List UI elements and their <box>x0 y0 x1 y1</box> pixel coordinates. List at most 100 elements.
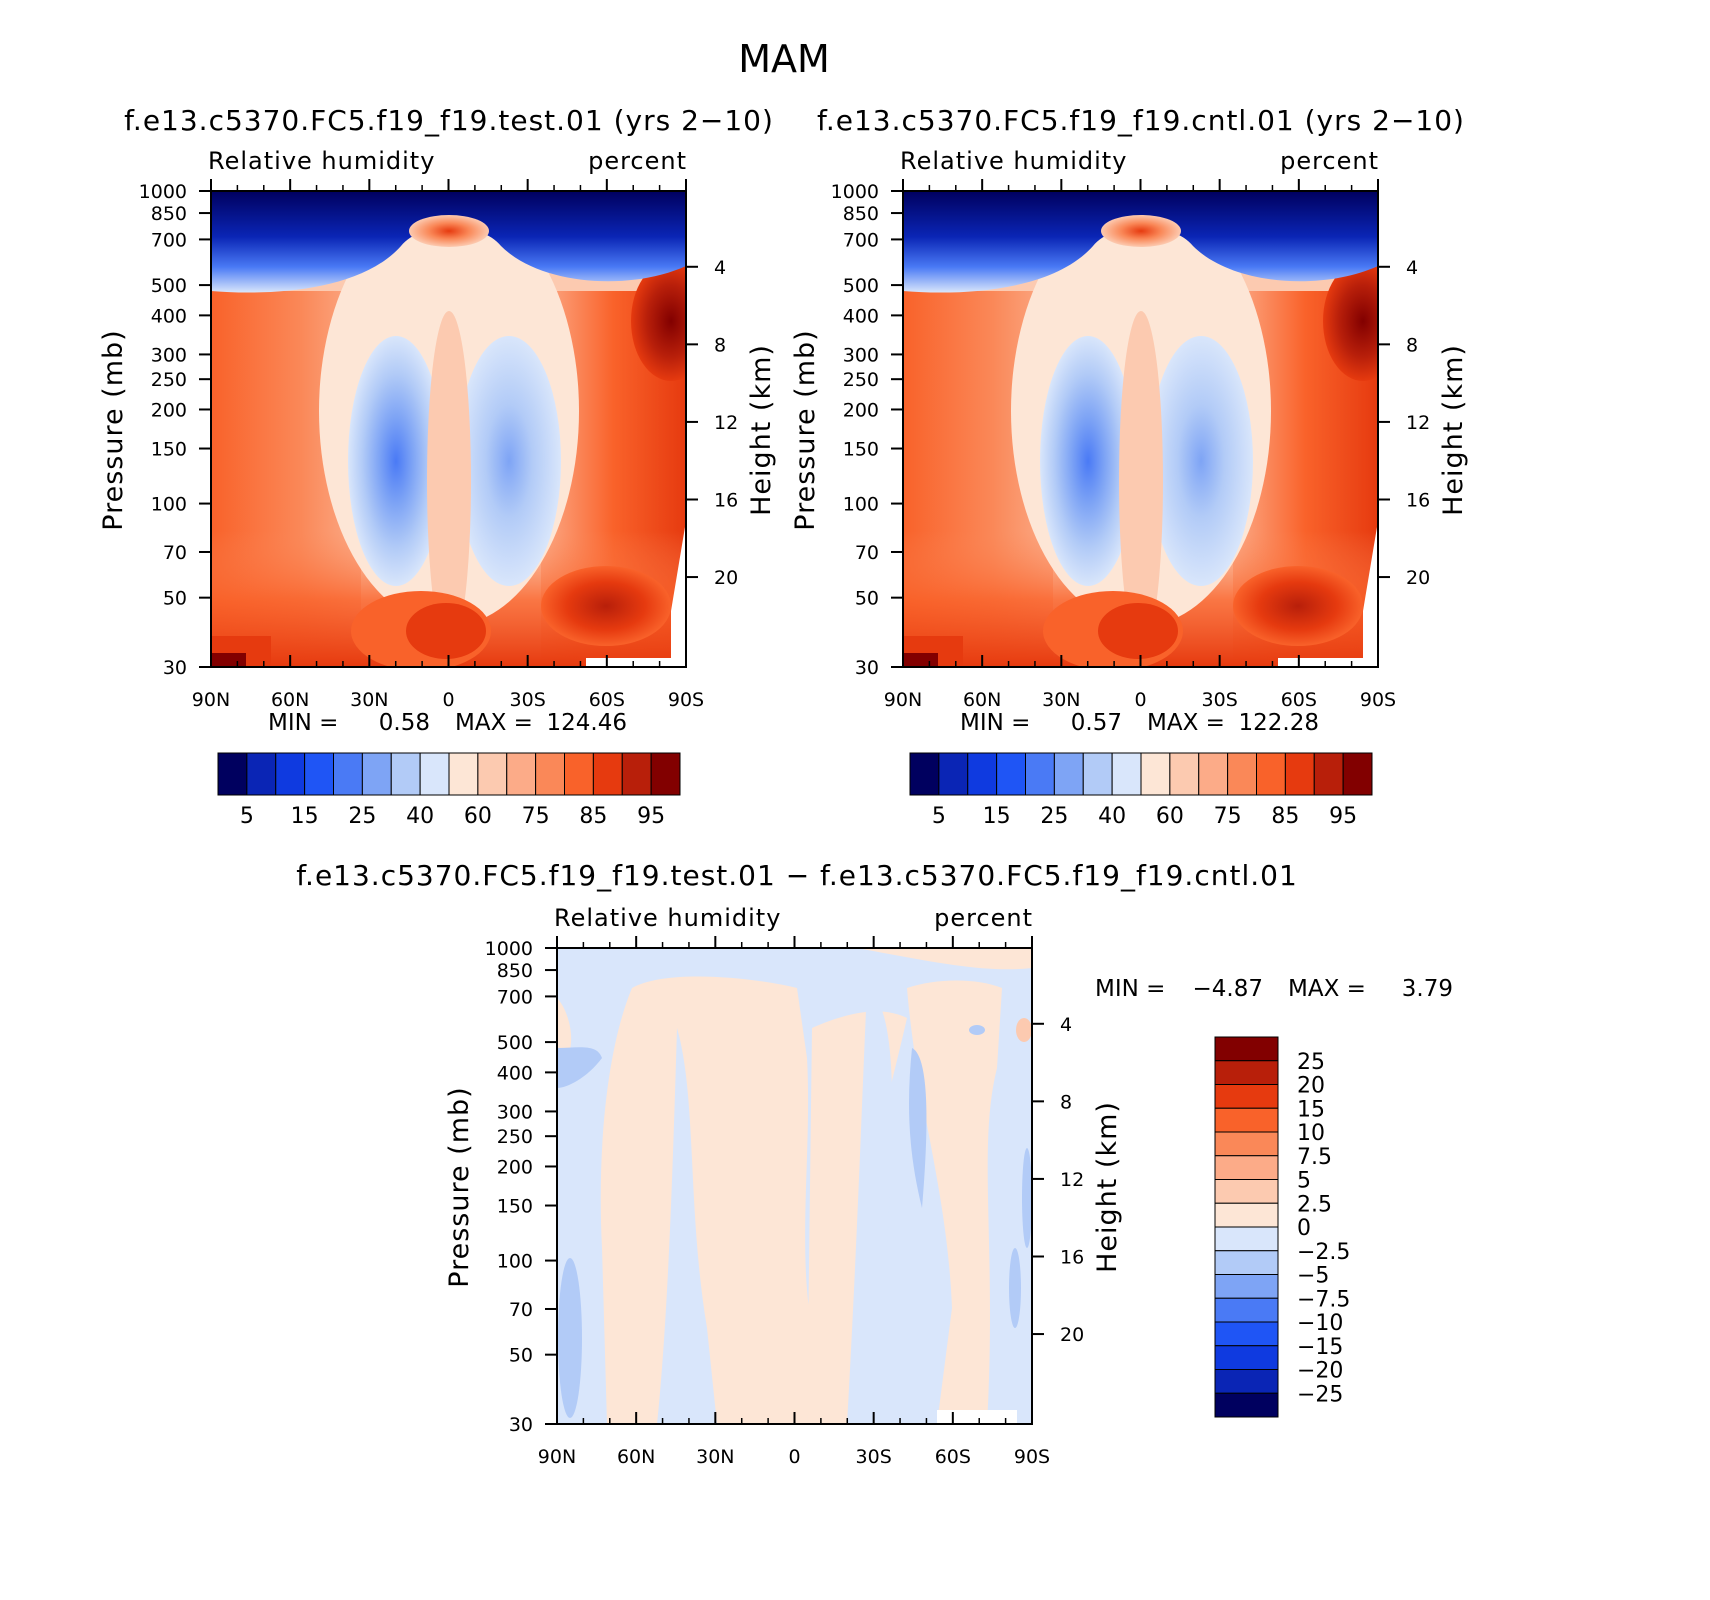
max-value: 3.79 <box>1402 976 1453 1002</box>
height-axis: 20 16 12 8 4 <box>686 257 738 589</box>
height-tick-label: 4 <box>1060 1014 1072 1036</box>
contour-field <box>210 190 687 668</box>
colorbar-swatch <box>621 752 652 796</box>
height-tick-label: 8 <box>714 334 726 356</box>
colorbar-label: 95 <box>1329 804 1357 829</box>
colorbar-label: 85 <box>579 804 607 829</box>
colorbar-label: 85 <box>1271 804 1299 829</box>
height-axis: 20 16 12 8 4 <box>1378 257 1430 589</box>
colorbar-swatch <box>1313 752 1344 796</box>
x-tick-label: 90N <box>192 689 230 711</box>
y-tick-label: 50 <box>509 1345 533 1367</box>
y-tick-label: 1000 <box>139 181 187 203</box>
x-tick-label: 0 <box>1134 689 1146 711</box>
y-tick-label: 1000 <box>485 938 533 960</box>
colorbar-swatch <box>564 752 594 796</box>
colorbar-swatch <box>909 752 940 796</box>
y-tick-label: 850 <box>151 203 187 225</box>
contour-field <box>902 190 1379 668</box>
colorbar-swatch <box>1214 1345 1279 1370</box>
colorbar-swatch <box>275 752 306 796</box>
colorbar-swatch <box>1169 752 1200 796</box>
height-tick-label: 12 <box>714 412 738 434</box>
height-tick-label: 20 <box>1406 567 1430 589</box>
colorbar-swatch <box>361 752 392 796</box>
panel-test: f.e13.c5370.FC5.f19_f19.test.01 (yrs 2−1… <box>98 104 777 829</box>
colorbar-label: 15 <box>1297 1097 1325 1122</box>
colorbar-swatch <box>1111 752 1142 796</box>
y-tick-label: 500 <box>151 275 187 297</box>
y-tick-label: 30 <box>509 1414 533 1436</box>
x-tick-label: 90N <box>538 1446 576 1468</box>
colorbar-swatch <box>1214 1107 1279 1133</box>
x-tick-label: 60N <box>963 689 1001 711</box>
height-axis-label: Height (km) <box>1438 344 1469 516</box>
left-string: Relative humidity <box>208 147 435 175</box>
colorbar-swatch <box>1214 1297 1279 1323</box>
x-tick-label: 30N <box>1042 689 1080 711</box>
colorbar-label: 0 <box>1297 1216 1311 1241</box>
x-tick-label: 60S <box>589 689 625 711</box>
y-tick-label: 30 <box>855 657 879 679</box>
colorbar-label: 75 <box>1214 804 1242 829</box>
colorbar-label: 40 <box>406 804 434 829</box>
max-label: MAX = <box>1288 976 1366 1002</box>
colorbar-swatch <box>1025 752 1055 796</box>
colorbar-swatch <box>592 752 623 796</box>
colorbar-label: 5 <box>1297 1169 1311 1194</box>
y-tick-label: 300 <box>151 344 187 366</box>
x-tick-label: 60N <box>617 1446 655 1468</box>
colorbar-label: 60 <box>464 804 492 829</box>
colorbar-label: 40 <box>1098 804 1126 829</box>
colorbar-swatch <box>1214 1155 1279 1180</box>
colorbar-label: 20 <box>1297 1074 1325 1099</box>
y-tick-label: 100 <box>497 1251 533 1273</box>
colorbar-label: −25 <box>1297 1382 1343 1407</box>
colorbar-label: 15 <box>983 804 1011 829</box>
y-tick-label: 500 <box>497 1032 533 1054</box>
colorbar-label: −20 <box>1297 1359 1343 1384</box>
panel-title: f.e13.c5370.FC5.f19_f19.test.01 − f.e13.… <box>296 859 1298 892</box>
min-label: MIN = <box>960 710 1030 736</box>
colorbar-swatch <box>448 752 479 796</box>
y-tick-label: 70 <box>855 542 879 564</box>
x-tick-label: 90S <box>1360 689 1396 711</box>
colorbar-label: −5 <box>1297 1264 1329 1289</box>
y-tick-label: 70 <box>509 1299 533 1321</box>
max-value: 122.28 <box>1239 710 1319 736</box>
colorbar-swatch <box>1214 1179 1279 1204</box>
x-tick-label: 60S <box>1281 689 1317 711</box>
min-value: 0.58 <box>379 710 430 736</box>
colorbar-swatch <box>1284 752 1315 796</box>
colorbar-swatch <box>333 752 363 796</box>
x-axis: 90N 60N 30N 0 30S 60S 90S <box>192 179 704 711</box>
height-tick-label: 16 <box>1406 489 1430 511</box>
colorbar-swatch <box>1214 1226 1279 1252</box>
y-tick-label: 850 <box>497 960 533 982</box>
y-tick-label: 70 <box>163 542 187 564</box>
colorbar-swatch <box>419 752 450 796</box>
colorbar-label: 5 <box>240 804 254 829</box>
colorbar-swatch <box>1342 752 1373 796</box>
colorbar-swatch <box>1214 1131 1279 1157</box>
colorbar-label: 25 <box>1297 1050 1325 1075</box>
y-tick-label: 200 <box>843 399 879 421</box>
x-tick-label: 30S <box>510 689 546 711</box>
panel-cntl: f.e13.c5370.FC5.f19_f19.cntl.01 (yrs 2−1… <box>790 104 1469 829</box>
y-tick-label: 50 <box>855 588 879 610</box>
y-tick-label: 1000 <box>831 181 879 203</box>
min-value: 0.57 <box>1071 710 1122 736</box>
colorbar-label: −15 <box>1297 1335 1343 1360</box>
colorbar-swatch <box>477 752 508 796</box>
y-tick-label: 700 <box>151 229 187 251</box>
y-tick-label: 400 <box>151 305 187 327</box>
height-tick-label: 12 <box>1406 412 1430 434</box>
x-tick-label: 30N <box>696 1446 734 1468</box>
colorbar-swatch <box>1256 752 1286 796</box>
colorbar-label: 10 <box>1297 1121 1325 1146</box>
y-tick-label: 300 <box>497 1101 533 1123</box>
colorbar-swatch <box>1214 1202 1279 1228</box>
